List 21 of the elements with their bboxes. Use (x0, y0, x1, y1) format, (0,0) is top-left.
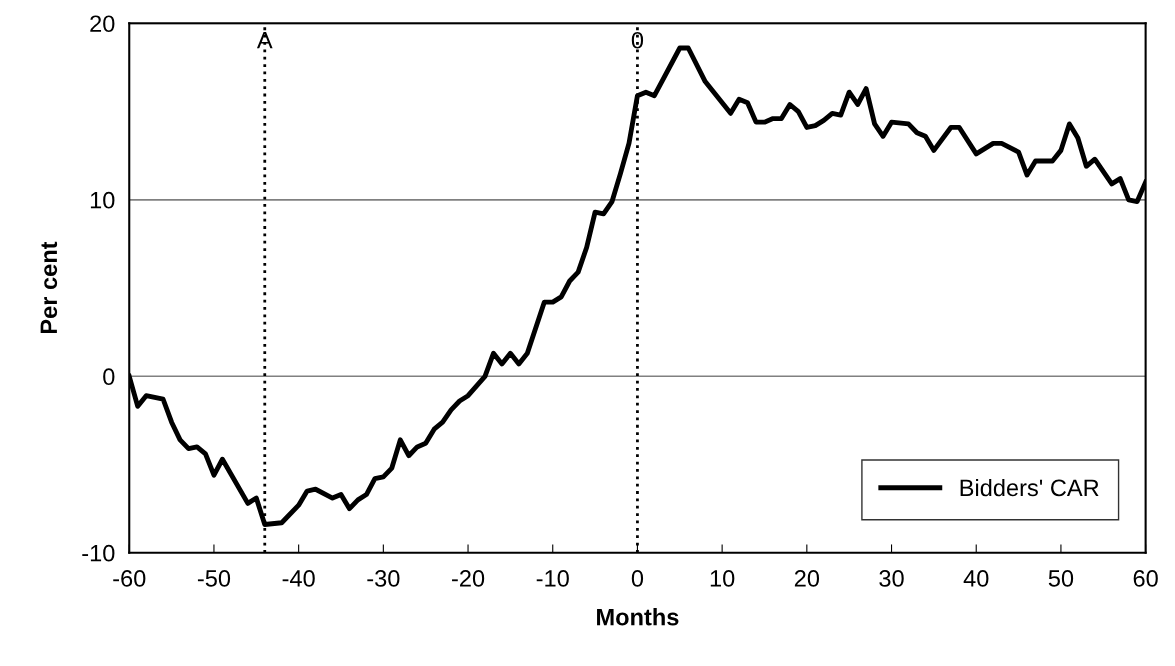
x-tick-label: 10 (710, 570, 735, 587)
x-tick-label: -30 (367, 570, 400, 587)
x-tick-label: 60 (1133, 570, 1158, 587)
x-tick-label: -50 (197, 570, 231, 587)
x-axis-title: Months (597, 608, 679, 626)
y-tick-label: 0 (103, 368, 115, 386)
x-tick-label: 20 (794, 570, 820, 587)
y-tick-label: 20 (90, 15, 115, 33)
x-tick-label: -20 (452, 570, 485, 587)
x-tick-label: -60 (113, 570, 146, 587)
legend-label: Bidders' CAR (960, 478, 1099, 497)
x-tick-label: 30 (879, 570, 904, 587)
x-tick-label: 0 (631, 570, 644, 587)
y-tick-label: 10 (90, 191, 115, 209)
y-tick-label: -10 (82, 544, 115, 562)
x-tick-label: -40 (282, 570, 315, 587)
x-tick-label: -10 (536, 570, 569, 587)
y-axis-title: Per cent (40, 241, 58, 334)
x-tick-label: 40 (963, 570, 989, 587)
ref-line-label: 0 (631, 31, 644, 49)
x-tick-label: 50 (1048, 570, 1074, 587)
